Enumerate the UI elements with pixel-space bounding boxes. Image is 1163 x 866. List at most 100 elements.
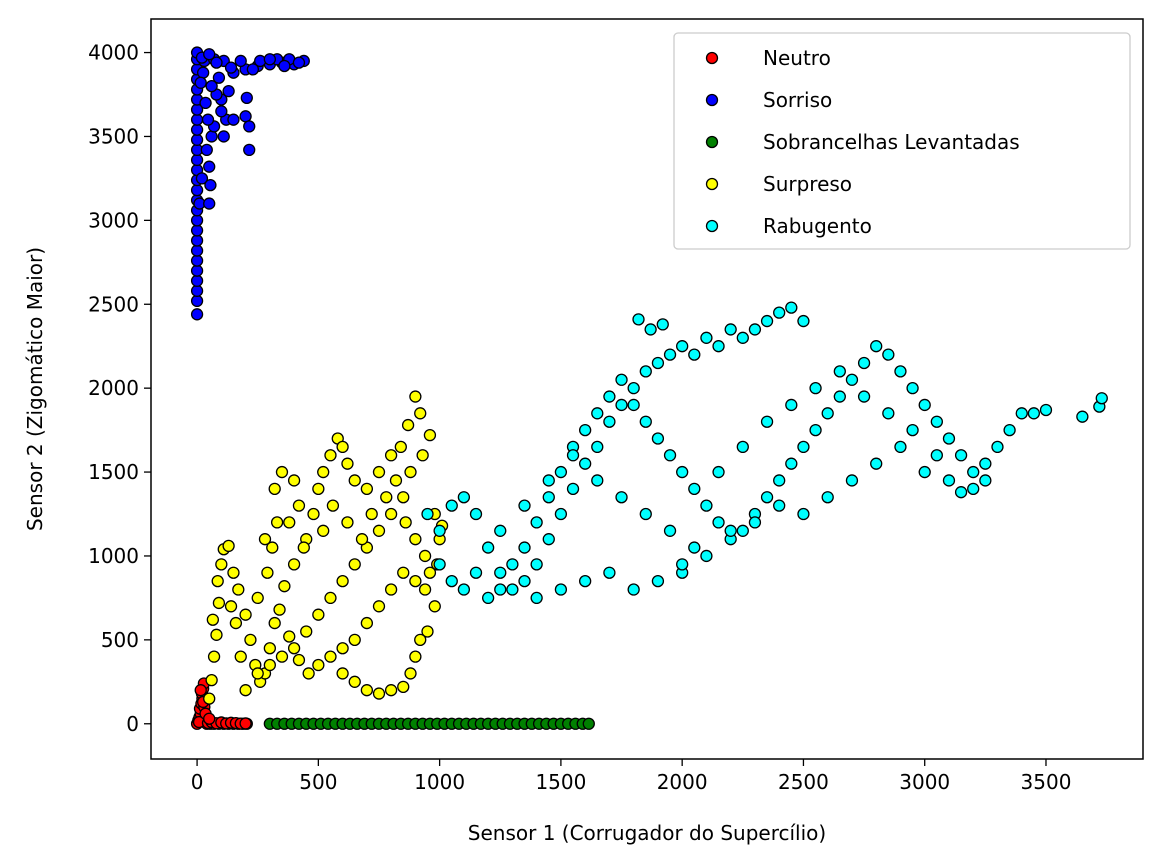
point-1-29 — [203, 197, 216, 210]
point-3-47 — [409, 390, 422, 403]
point-4-80 — [979, 457, 992, 470]
point-4-9 — [530, 558, 543, 571]
point-3-70 — [397, 680, 410, 693]
y-tick-label-3: 1500 — [88, 460, 139, 484]
point-3-2 — [207, 650, 221, 663]
point-4-39 — [481, 591, 495, 605]
point-3-0 — [203, 692, 216, 705]
point-3-93 — [317, 524, 330, 537]
point-4-69 — [845, 373, 859, 386]
point-3-7 — [215, 558, 228, 571]
point-4-128 — [954, 486, 968, 499]
x-tick-label-3: 1500 — [535, 770, 586, 794]
point-4-45 — [554, 465, 568, 479]
point-4-98 — [894, 440, 907, 454]
point-3-61 — [287, 642, 301, 655]
point-4-63 — [773, 474, 786, 487]
point-1-31 — [203, 160, 216, 173]
point-1-67 — [246, 63, 260, 76]
point-3-62 — [275, 650, 289, 663]
point-4-38 — [469, 566, 483, 579]
point-4-48 — [591, 407, 604, 420]
point-3-98 — [380, 491, 393, 504]
point-3-60 — [300, 625, 313, 638]
point-3-56 — [348, 558, 361, 571]
point-3-5 — [212, 596, 226, 610]
point-4-25 — [724, 323, 737, 336]
point-4-101 — [967, 482, 980, 495]
y-axis-ticks: 0 500 1000 1500 2000 2500 3000 3500 4000 — [88, 41, 151, 736]
point-3-16 — [234, 650, 247, 663]
point-4-19 — [651, 356, 665, 370]
point-3-66 — [348, 675, 361, 688]
point-1-6 — [190, 244, 204, 257]
point-4-76 — [930, 415, 943, 428]
point-1-9 — [190, 214, 204, 227]
point-1-68 — [263, 53, 276, 66]
point-4-0 — [421, 507, 434, 521]
x-tick-label-6: 3000 — [899, 770, 950, 794]
point-3-37 — [324, 449, 337, 462]
point-4-34 — [656, 318, 669, 331]
point-4-28 — [760, 314, 774, 328]
point-1-3 — [190, 274, 204, 287]
point-4-122 — [809, 382, 822, 395]
point-3-85 — [312, 658, 325, 672]
point-1-66 — [224, 61, 238, 74]
point-4-20 — [663, 348, 677, 361]
point-3-52 — [397, 491, 410, 504]
point-4-12 — [566, 482, 580, 495]
point-4-111 — [542, 474, 555, 487]
point-1-34 — [217, 130, 230, 143]
point-4-91 — [724, 524, 737, 537]
point-4-85 — [1039, 403, 1053, 417]
point-3-96 — [355, 533, 369, 546]
point-3-1 — [205, 673, 218, 687]
point-3-84 — [324, 650, 337, 663]
y-axis-label: Sensor 2 (Zigomático Maior) — [23, 247, 47, 531]
point-4-55 — [676, 465, 689, 479]
point-4-121 — [785, 398, 798, 412]
point-1-42 — [240, 91, 253, 105]
point-4-44 — [542, 491, 555, 504]
point-4-123 — [833, 365, 846, 378]
point-4-57 — [700, 499, 713, 512]
point-4-81 — [991, 440, 1004, 454]
point-3-69 — [384, 684, 398, 697]
point-4-11 — [554, 507, 568, 521]
point-1-4 — [190, 264, 204, 277]
x-tick-label-1: 500 — [299, 770, 337, 794]
point-0-31 — [239, 717, 252, 730]
point-3-48 — [414, 407, 427, 420]
point-1-65 — [210, 56, 223, 69]
y-tick-label-2: 1000 — [88, 544, 139, 568]
point-4-90 — [700, 549, 713, 563]
point-3-80 — [372, 600, 386, 613]
point-3-72 — [409, 650, 422, 663]
point-4-107 — [651, 574, 665, 588]
point-4-8 — [518, 574, 531, 588]
point-1-39 — [239, 110, 252, 123]
point-4-72 — [882, 348, 895, 361]
point-3-53 — [384, 507, 398, 521]
point-4-41 — [506, 558, 519, 571]
point-1-15 — [190, 153, 204, 167]
point-4-58 — [712, 516, 725, 529]
point-4-60 — [736, 524, 749, 537]
point-1-64 — [203, 48, 216, 61]
point-1-8 — [190, 224, 204, 237]
x-axis-label: Sensor 1 (Corrugador do Supercílio) — [468, 821, 826, 845]
point-4-6 — [494, 566, 507, 579]
point-3-87 — [292, 653, 306, 667]
y-tick-label-8: 4000 — [88, 41, 139, 65]
x-tick-label-2: 1000 — [414, 770, 465, 794]
point-1-69 — [278, 59, 291, 73]
point-3-40 — [341, 457, 354, 470]
x-tick-label-5: 2500 — [778, 770, 829, 794]
point-4-65 — [797, 440, 810, 454]
point-3-34 — [307, 507, 320, 521]
x-tick-label-7: 3500 — [1021, 770, 1072, 794]
point-1-0 — [190, 308, 204, 321]
point-4-36 — [445, 574, 458, 588]
point-4-14 — [591, 440, 604, 454]
